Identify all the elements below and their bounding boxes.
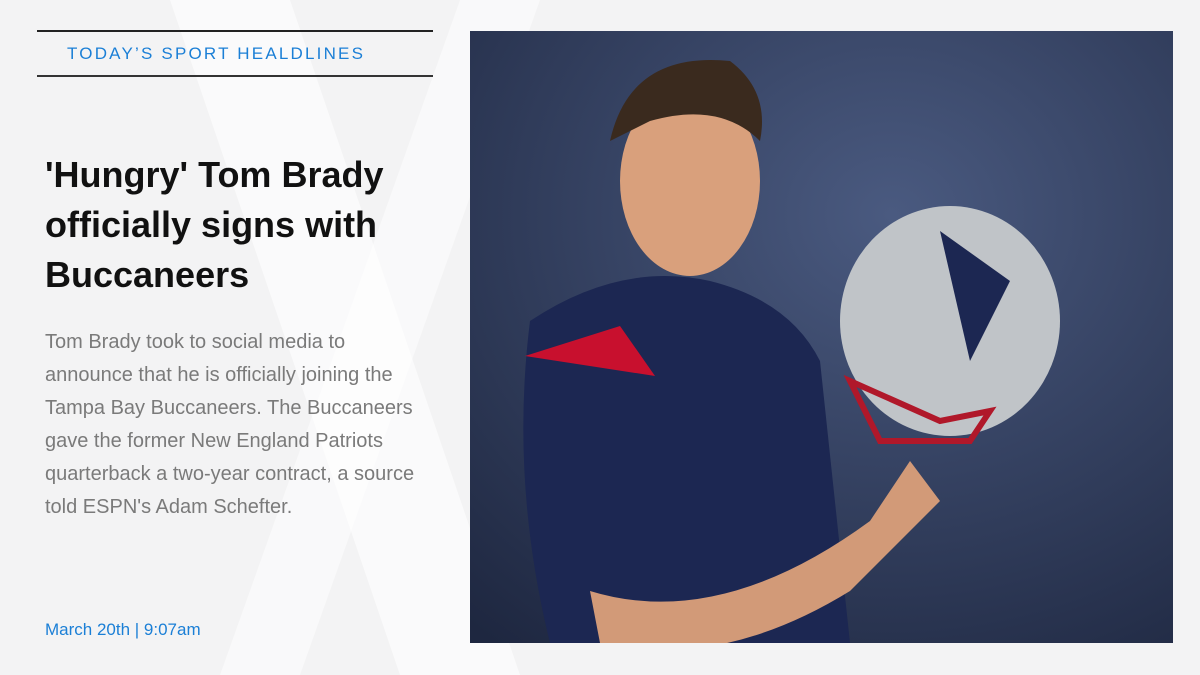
article-timestamp: March 20th | 9:07am (45, 620, 201, 639)
section-kicker: TODAY’S SPORT HEALDLINES (37, 30, 433, 77)
kicker-label: TODAY’S SPORT HEALDLINES (67, 44, 366, 63)
article-photo[interactable] (470, 31, 1173, 643)
article-headline[interactable]: 'Hungry' Tom Brady officially signs with… (45, 154, 384, 295)
player-photo-illustration (470, 31, 1173, 643)
article-summary: Tom Brady took to social media to announ… (45, 331, 415, 518)
